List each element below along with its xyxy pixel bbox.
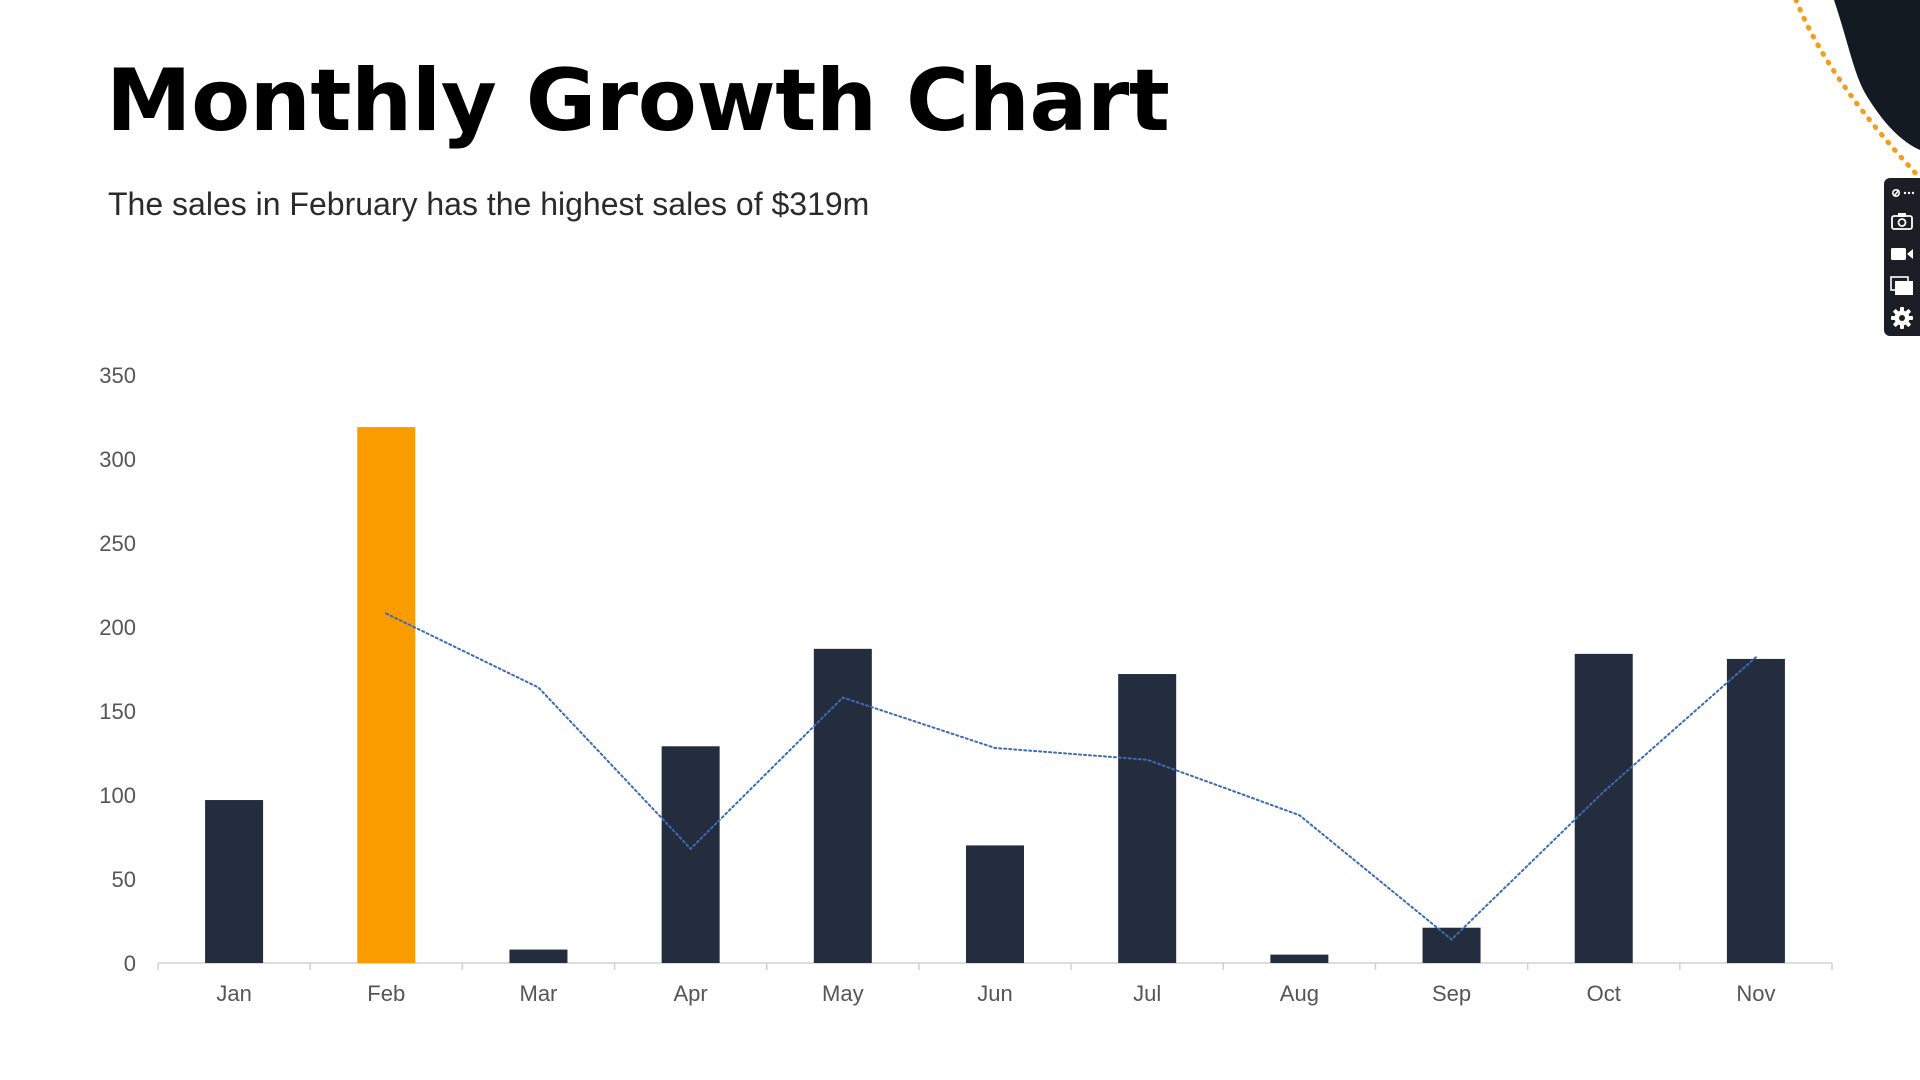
bar-feb xyxy=(357,427,416,963)
camera-icon xyxy=(1891,213,1913,231)
bar-aug xyxy=(1270,954,1329,963)
gear-icon xyxy=(1891,307,1913,330)
x-tick-label: Nov xyxy=(1736,981,1775,1006)
x-tick-label: Sep xyxy=(1432,981,1471,1006)
bar-jun xyxy=(966,845,1024,963)
x-tick-label: Jan xyxy=(216,981,251,1006)
x-tick-label: Oct xyxy=(1587,981,1621,1006)
link-icon xyxy=(1891,188,1914,197)
screenshot-button[interactable] xyxy=(1887,207,1917,236)
corner-decoration xyxy=(1793,0,1920,181)
y-tick-label: 0 xyxy=(124,951,136,976)
x-tick-label: Apr xyxy=(674,981,708,1006)
y-tick-label: 300 xyxy=(99,447,136,472)
corner-dotted-arc xyxy=(1793,0,1920,181)
bar-may xyxy=(813,648,872,963)
settings-button[interactable] xyxy=(1887,304,1917,333)
x-tick-label: May xyxy=(822,981,864,1006)
y-tick-label: 250 xyxy=(99,531,136,556)
page-title: Monthly Growth Chart xyxy=(106,51,1170,151)
x-tick-label: Feb xyxy=(367,981,405,1006)
x-tick-label: Aug xyxy=(1280,981,1319,1006)
bar-series xyxy=(205,427,1785,963)
y-axis: 0 50 100 150 200 250 300 350 xyxy=(99,363,136,976)
page-subtitle: The sales in February has the highest sa… xyxy=(108,186,870,222)
bar-jan xyxy=(205,800,264,963)
bar-jul xyxy=(1118,674,1177,963)
x-tick-label: Mar xyxy=(520,981,558,1006)
trend-line-series xyxy=(385,612,1757,941)
window-icon xyxy=(1890,276,1913,295)
x-axis: Jan Feb Mar Apr May Jun Jul Aug Sep Oct Nov xyxy=(157,962,1833,1006)
y-tick-label: 200 xyxy=(99,615,136,640)
y-tick-label: 50 xyxy=(112,867,136,892)
bar-oct xyxy=(1574,653,1633,963)
bar-mar xyxy=(509,949,568,963)
bar-nov xyxy=(1726,658,1785,963)
x-tick-label: Jun xyxy=(977,981,1012,1006)
y-tick-label: 100 xyxy=(99,783,136,808)
link-button[interactable] xyxy=(1887,182,1917,204)
side-toolbar xyxy=(1884,178,1920,336)
window-capture-button[interactable] xyxy=(1887,271,1917,300)
x-tick-label: Jul xyxy=(1133,981,1161,1006)
y-tick-label: 350 xyxy=(99,363,136,388)
corner-dark-blob xyxy=(1834,0,1920,150)
record-video-button[interactable] xyxy=(1887,239,1917,268)
trend-line xyxy=(385,612,1757,941)
bar-apr xyxy=(661,746,720,963)
bar-sep xyxy=(1422,927,1481,963)
y-tick-label: 150 xyxy=(99,699,136,724)
video-icon xyxy=(1891,247,1913,260)
bar-chart: 0 50 100 150 200 250 300 350 Jan Feb Mar Apr May Jun… xyxy=(99,363,1833,1006)
